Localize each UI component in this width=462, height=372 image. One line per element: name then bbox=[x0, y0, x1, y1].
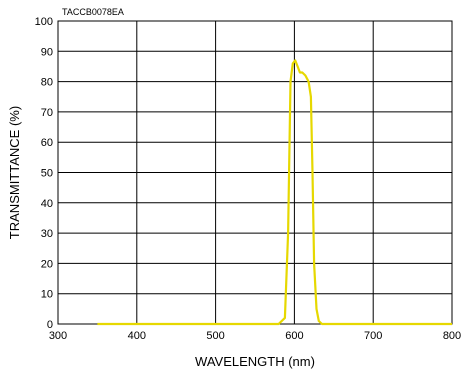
x-tick-label: 800 bbox=[443, 330, 461, 342]
y-tick-label: 90 bbox=[41, 46, 53, 58]
x-tick-label: 400 bbox=[128, 330, 146, 342]
y-tick-label: 0 bbox=[47, 319, 53, 331]
y-tick-label: 30 bbox=[41, 228, 53, 240]
transmittance-curve bbox=[97, 59, 452, 326]
x-tick-label: 600 bbox=[285, 330, 303, 342]
x-tick-label: 700 bbox=[364, 330, 382, 342]
y-tick-label: 80 bbox=[41, 77, 53, 89]
y-tick-label: 60 bbox=[41, 137, 53, 149]
grid-lines bbox=[57, 20, 453, 325]
x-tick-label: 300 bbox=[49, 330, 67, 342]
y-tick-label: 20 bbox=[41, 258, 53, 270]
y-tick-labels: 0 10 20 30 40 50 60 70 80 90 100 bbox=[35, 16, 53, 331]
y-tick-label: 70 bbox=[41, 107, 53, 119]
x-axis-label: WAVELENGTH (nm) bbox=[195, 354, 315, 369]
y-axis-label: TRANSMITTANCE (%) bbox=[7, 106, 22, 239]
x-tick-labels: 300 400 500 600 700 800 bbox=[49, 330, 461, 342]
y-tick-label: 10 bbox=[41, 289, 53, 301]
y-tick-label: 40 bbox=[41, 198, 53, 210]
y-tick-label: 100 bbox=[35, 16, 53, 28]
x-tick-label: 500 bbox=[206, 330, 224, 342]
chart-code-label: TACCB0078EA bbox=[62, 7, 124, 17]
y-tick-label: 50 bbox=[41, 168, 53, 180]
